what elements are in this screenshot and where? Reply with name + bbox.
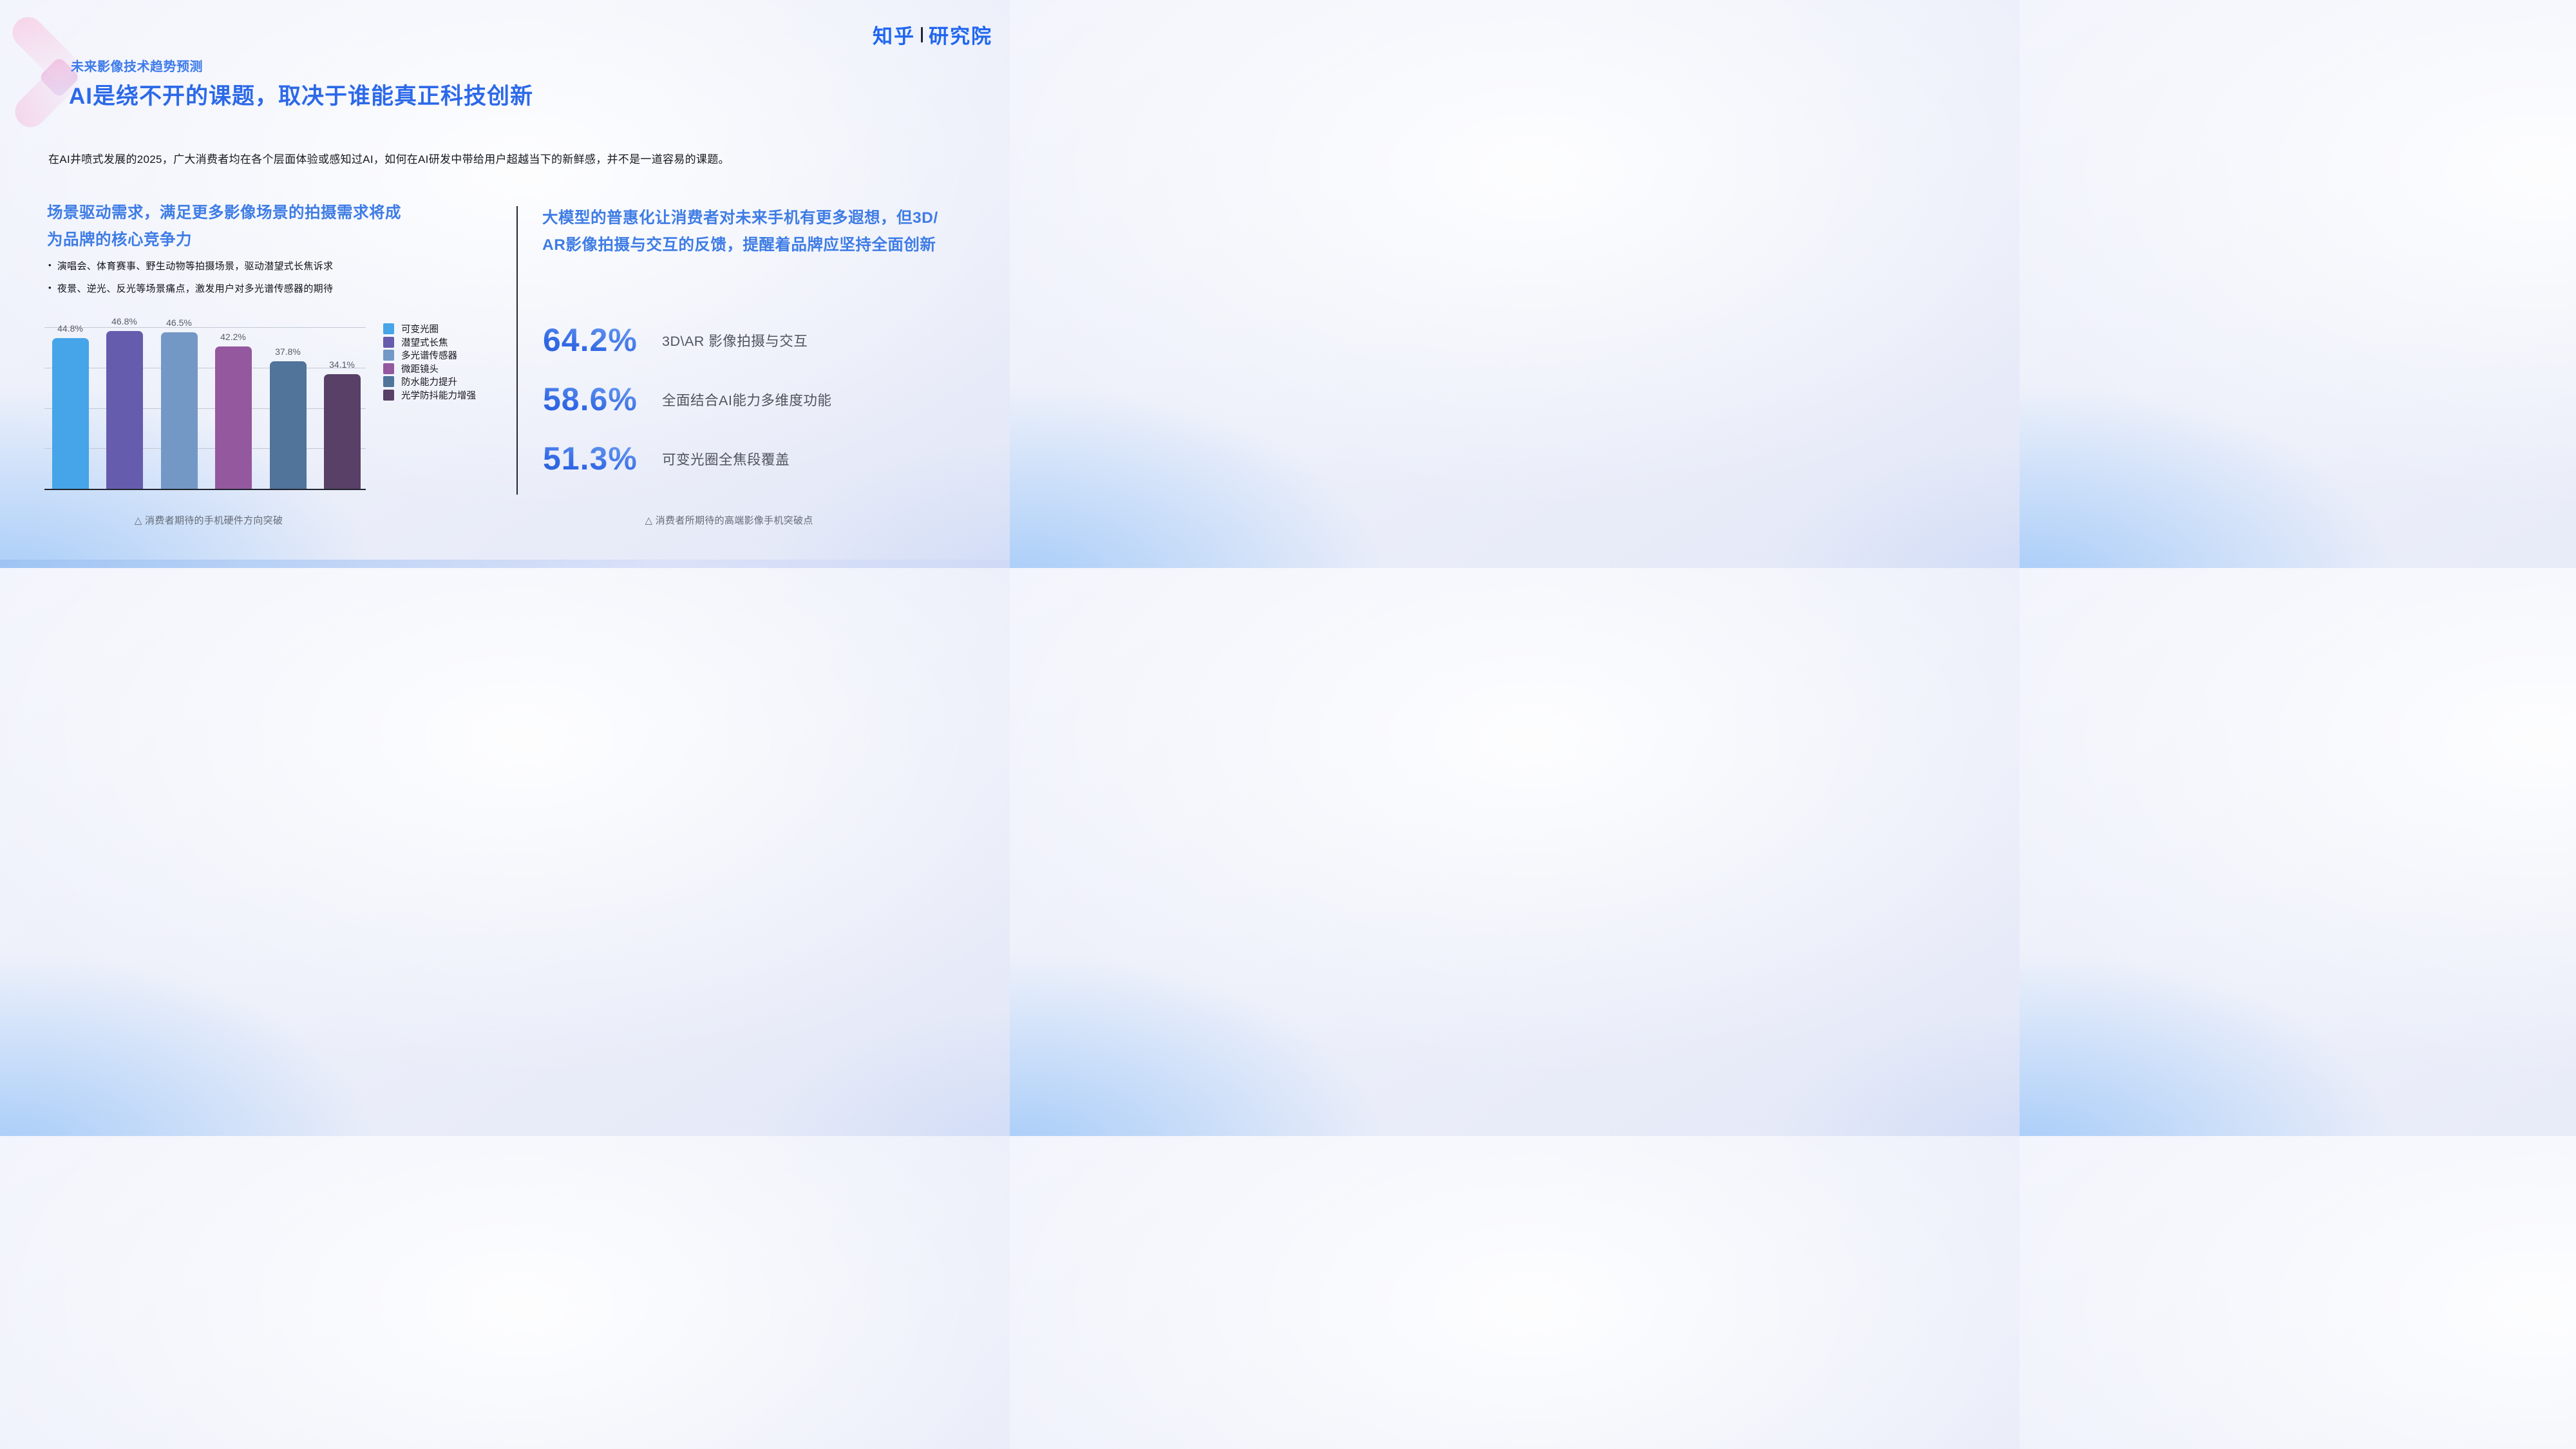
chart-legend: 可变光圈潜望式长焦多光谱传感器 微距镜头防水能力提升光学防抖能力增强 <box>383 323 476 402</box>
bar-value-label: 44.8% <box>57 323 83 334</box>
zhihu-research-logo: 知乎 研究院 <box>873 20 992 49</box>
bar-chart-plot: 44.8% 46.8% 46.5% 42.2% 37.8% 34.1% <box>44 316 366 490</box>
bullet-dot-icon: • <box>48 260 52 270</box>
bar-value-label: 37.8% <box>275 346 301 357</box>
legend-label: 可变光圈 <box>401 325 439 335</box>
chart-bar-多光谱传感器 <box>161 332 198 489</box>
legend-label: 多光谱传感器 <box>401 351 457 361</box>
stat-value: 64.2% <box>543 321 662 359</box>
bullet-item: • 演唱会、体育赛事、野生动物等拍摄场景，驱动潜望式长焦诉求 <box>48 259 448 272</box>
stat-label: 3D\AR 影像拍摄与交互 <box>662 333 808 349</box>
footer-gradient-bar <box>0 560 1010 568</box>
stat-value: 51.3% <box>543 440 662 477</box>
stat-row: 51.3% 可变光圈全焦段覆盖 <box>543 440 790 477</box>
logo-brand: 知乎 <box>873 25 915 48</box>
legend-label: 防水能力提升 <box>401 377 457 388</box>
chart-bar-防水能力提升 <box>270 361 307 489</box>
legend-item: 微距镜头 <box>383 363 476 375</box>
legend-label: 潜望式长焦 <box>401 337 448 348</box>
gridline <box>44 327 366 328</box>
legend-swatch-icon <box>383 323 394 334</box>
logo-separator <box>921 26 923 43</box>
chart-bar-微距镜头 <box>215 346 252 489</box>
bullet-text: 夜景、逆光、反光等场景痛点，激发用户对多光谱传感器的期待 <box>57 283 334 294</box>
intro-paragraph: 在AI井喷式发展的2025，广大消费者均在各个层面体验或感知过AI，如何在AI研… <box>48 153 730 166</box>
right-section-heading: 大模型的普惠化让消费者对未来手机有更多遐想，但3D/ AR影像拍摄与交互的反馈，… <box>542 209 938 254</box>
bar-value-label: 46.8% <box>111 316 137 327</box>
stat-value: 58.6% <box>543 381 662 418</box>
legend-swatch-icon <box>383 350 394 361</box>
stat-label: 全面结合AI能力多维度功能 <box>662 392 832 408</box>
vertical-divider <box>516 206 518 495</box>
left-chart-caption: △ 消费者期待的手机硬件方向突破 <box>134 515 283 526</box>
left-section-heading: 场景驱动需求，满足更多影像场景的拍摄需求将成 为品牌的核心竞争力 <box>47 204 401 249</box>
gridline <box>44 448 366 450</box>
legend-item: 可变光圈 <box>383 323 476 335</box>
chart-bar-潜望式长焦 <box>106 331 143 489</box>
legend-swatch-icon <box>383 389 394 401</box>
legend-item: 潜望式长焦 <box>383 336 476 348</box>
bar-value-label: 42.2% <box>220 332 246 342</box>
bullet-dot-icon: • <box>48 283 52 292</box>
legend-item: 防水能力提升 <box>383 376 476 388</box>
chart-bar-可变光圈 <box>52 338 89 489</box>
legend-label: 光学防抖能力增强 <box>401 390 476 401</box>
legend-item: 光学防抖能力增强 <box>383 389 476 401</box>
bullet-list: • 演唱会、体育赛事、野生动物等拍摄场景，驱动潜望式长焦诉求 • 夜景、逆光、反… <box>48 259 448 304</box>
decorative-bar-upper <box>6 10 83 88</box>
right-chart-caption: △ 消费者所期待的高端影像手机突破点 <box>645 515 813 526</box>
legend-swatch-icon <box>383 363 394 374</box>
stat-label: 可变光圈全焦段覆盖 <box>662 451 790 468</box>
slide: { "logo": { "brand": "知乎", "suffix": "研究… <box>0 0 1010 568</box>
gridline <box>44 408 366 409</box>
chart-bar-光学防抖能力增强 <box>324 374 361 489</box>
stat-row: 64.2% 3D\AR 影像拍摄与交互 <box>543 322 808 358</box>
bullet-text: 演唱会、体育赛事、野生动物等拍摄场景，驱动潜望式长焦诉求 <box>57 261 334 272</box>
page-title: AI是绕不开的课题，取决于谁能真正科技创新 <box>69 84 534 109</box>
stat-row: 58.6% 全面结合AI能力多维度功能 <box>543 381 831 417</box>
legend-swatch-icon <box>383 376 394 387</box>
legend-item: 多光谱传感器 <box>383 350 476 361</box>
legend-swatch-icon <box>383 336 394 348</box>
bar-value-label: 34.1% <box>329 359 355 370</box>
legend-label: 微距镜头 <box>401 364 439 375</box>
logo-suffix: 研究院 <box>929 25 992 48</box>
bullet-item: • 夜景、逆光、反光等场景痛点，激发用户对多光谱传感器的期待 <box>48 281 448 295</box>
bar-value-label: 46.5% <box>166 317 192 328</box>
slide-kicker: 未来影像技术趋势预测 <box>71 60 203 74</box>
x-axis-line <box>44 489 366 490</box>
